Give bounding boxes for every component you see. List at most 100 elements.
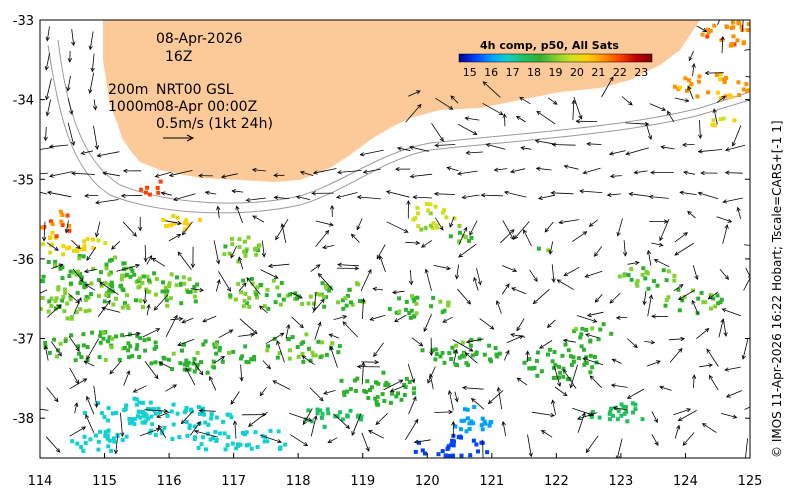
current-vector [731, 125, 742, 147]
sst-pixel [442, 360, 447, 365]
sst-pixel [588, 339, 593, 344]
sst-pixel [314, 291, 319, 296]
sst-pixel [191, 361, 196, 366]
sst-pixel [483, 421, 488, 426]
sst-pixel [731, 25, 736, 30]
sst-pixel [489, 359, 493, 364]
current-vector [299, 170, 314, 176]
current-vector [683, 170, 696, 175]
sst-pixel [340, 298, 345, 303]
sst-pixel [77, 351, 81, 356]
sst-pixel [357, 299, 362, 303]
sst-pixel [584, 328, 589, 332]
sst-pixel [81, 343, 86, 348]
current-vector [482, 439, 484, 458]
sst-pixel [132, 422, 137, 426]
sst-pixel [415, 205, 420, 210]
sst-pixel [153, 411, 158, 416]
sst-pixel [83, 298, 88, 302]
sst-pixel [596, 337, 601, 342]
current-vector [43, 126, 48, 142]
current-vector [408, 145, 429, 152]
sst-pixel [532, 366, 537, 370]
current-vector [154, 171, 172, 178]
sst-pixel [745, 28, 750, 33]
sst-pixel [643, 276, 648, 281]
current-vector [239, 318, 258, 335]
sst-pixel [242, 249, 247, 254]
sst-pixel [354, 281, 359, 286]
current-vector [409, 173, 433, 179]
sst-pixel [243, 344, 248, 349]
current-vector [273, 173, 285, 178]
x-tick-label: 115 [92, 474, 117, 489]
y-axis: -33 -34 -35 -36 -37 -38 [13, 14, 750, 427]
sst-pixel [467, 421, 472, 426]
current-vector [301, 355, 315, 365]
sst-pixel [588, 353, 593, 358]
sst-pixel [295, 296, 299, 301]
sst-pixel [33, 304, 37, 308]
sst-pixel [374, 400, 379, 404]
sst-pixel [285, 293, 290, 298]
sst-pixel [122, 345, 127, 350]
sst-pixel [300, 351, 305, 356]
current-vector [231, 189, 244, 194]
current-vector [311, 191, 334, 196]
sst-pixel [52, 337, 57, 342]
current-vector [356, 218, 363, 231]
sst-pixel [78, 272, 83, 277]
sst-pixel [187, 277, 192, 282]
sst-pixel [676, 287, 681, 292]
sst-pixel [557, 364, 561, 369]
current-vector [722, 224, 729, 244]
sst-pixel [448, 234, 453, 239]
sst-pixel [259, 282, 264, 287]
current-vector [706, 348, 719, 367]
sst-pixel [104, 266, 109, 271]
sst-pixel [429, 304, 434, 309]
sst-pixel [326, 411, 331, 416]
sst-pixel [67, 228, 72, 233]
sst-pixel [424, 202, 429, 206]
sst-pixel [453, 424, 458, 429]
current-vector [647, 294, 653, 317]
sst-pixel [78, 281, 83, 286]
sst-pixel [81, 332, 86, 337]
sst-pixel [147, 430, 152, 435]
current-vector [435, 97, 454, 110]
sst-pixel [106, 339, 110, 344]
sst-pixel [126, 306, 131, 311]
colorbar-tick-label: 21 [591, 66, 605, 79]
sst-pixel [719, 297, 724, 302]
sst-pixel [689, 82, 694, 86]
sst-pixel [337, 344, 342, 349]
sst-pixel [459, 453, 464, 458]
current-vector [470, 398, 485, 410]
current-vector [696, 25, 708, 32]
current-vector [362, 168, 381, 174]
sst-pixel [75, 290, 80, 295]
current-vector [204, 190, 217, 195]
sst-pixel [577, 356, 581, 361]
sst-pixel [82, 239, 87, 244]
current-vector [102, 171, 120, 177]
sst-pixel [53, 306, 58, 311]
sst-pixel [43, 341, 48, 345]
sst-pixel [109, 345, 114, 350]
sst-pixel [254, 246, 259, 251]
sst-pixel [69, 333, 74, 338]
sst-pixel [412, 314, 417, 319]
current-vector [360, 268, 372, 292]
current-vector [668, 336, 686, 342]
current-vector [68, 336, 80, 352]
sst-pixel [239, 290, 243, 295]
sst-pixel [471, 438, 476, 443]
sst-pixel [369, 385, 374, 390]
sst-pixel [148, 400, 153, 405]
current-vector [457, 170, 478, 176]
isobath-200m [47, 44, 750, 214]
sst-pixel [81, 254, 86, 259]
colorbar-bar [458, 53, 653, 63]
current-vector [503, 349, 510, 361]
